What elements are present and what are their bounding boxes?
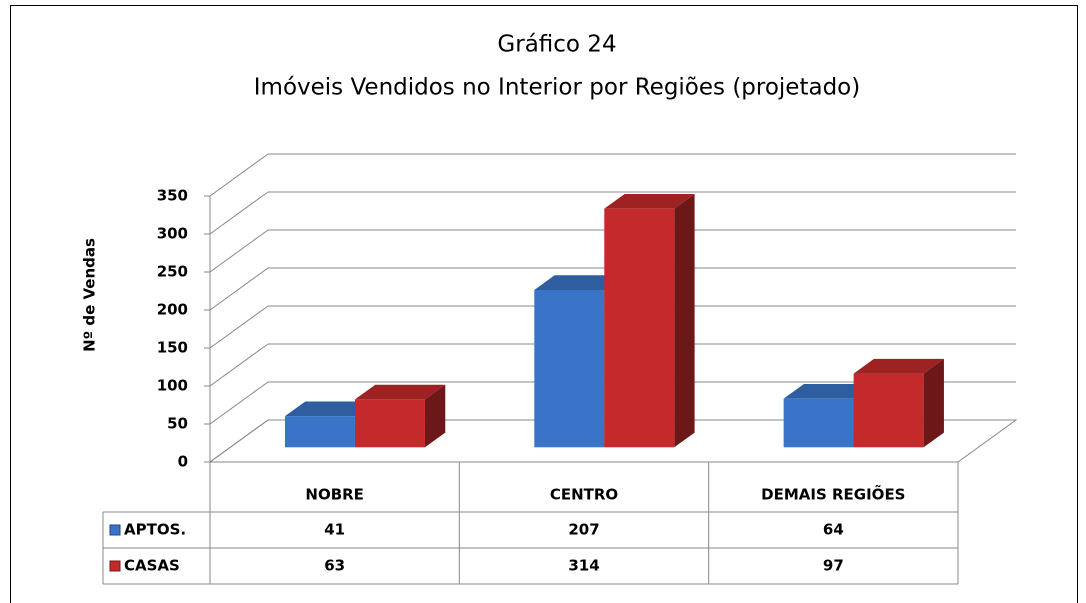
legend-label: CASAS bbox=[124, 557, 180, 575]
table-value: 314 bbox=[568, 557, 599, 575]
bar-top bbox=[284, 401, 376, 417]
table-value: 97 bbox=[823, 557, 844, 575]
legend-swatch bbox=[109, 524, 121, 536]
grid-line bbox=[209, 419, 269, 463]
y-tick-label: 200 bbox=[157, 301, 188, 319]
y-axis-label: Nº de Vendas bbox=[81, 238, 99, 352]
grid-line bbox=[209, 191, 269, 235]
legend-swatch bbox=[109, 560, 121, 572]
bar bbox=[534, 289, 605, 448]
table-value: 64 bbox=[823, 521, 844, 539]
bar bbox=[354, 399, 425, 448]
bar bbox=[853, 373, 924, 448]
bar-side bbox=[923, 358, 944, 448]
grid-line bbox=[209, 229, 269, 273]
bar-side bbox=[424, 384, 446, 448]
chart-title: Gráfico 24 bbox=[497, 32, 616, 58]
table-value: 63 bbox=[324, 557, 345, 575]
y-tick-label: 100 bbox=[157, 377, 188, 395]
y-tick-label: 350 bbox=[157, 187, 188, 205]
bar bbox=[604, 208, 675, 448]
grid-line bbox=[209, 153, 269, 197]
y-tick-label: 50 bbox=[167, 415, 188, 433]
bar-top bbox=[853, 358, 944, 374]
grid-line bbox=[209, 343, 269, 387]
y-tick-label: 300 bbox=[157, 225, 188, 243]
bar-side bbox=[674, 193, 695, 448]
bar bbox=[284, 416, 355, 448]
bar bbox=[783, 398, 854, 448]
y-tick-label: 250 bbox=[157, 263, 188, 281]
bar-top bbox=[783, 383, 874, 399]
table-value: 207 bbox=[568, 521, 599, 539]
grid-line bbox=[209, 267, 269, 311]
x-tick-label: NOBRE bbox=[305, 486, 364, 504]
y-tick-label: 150 bbox=[157, 339, 188, 357]
chart-subtitle: Imóveis Vendidos no Interior por Regiões… bbox=[254, 75, 860, 101]
grid-line bbox=[209, 381, 269, 425]
legend-label: APTOS. bbox=[124, 521, 186, 539]
grid-line bbox=[209, 305, 269, 349]
x-tick-label: CENTRO bbox=[550, 486, 618, 504]
bar-top bbox=[534, 275, 625, 290]
table-value: 41 bbox=[324, 521, 345, 539]
bar-top bbox=[354, 384, 446, 400]
bar-top bbox=[604, 193, 695, 209]
y-tick-label: 0 bbox=[178, 453, 188, 471]
x-tick-label: DEMAIS REGIÕES bbox=[761, 485, 905, 504]
